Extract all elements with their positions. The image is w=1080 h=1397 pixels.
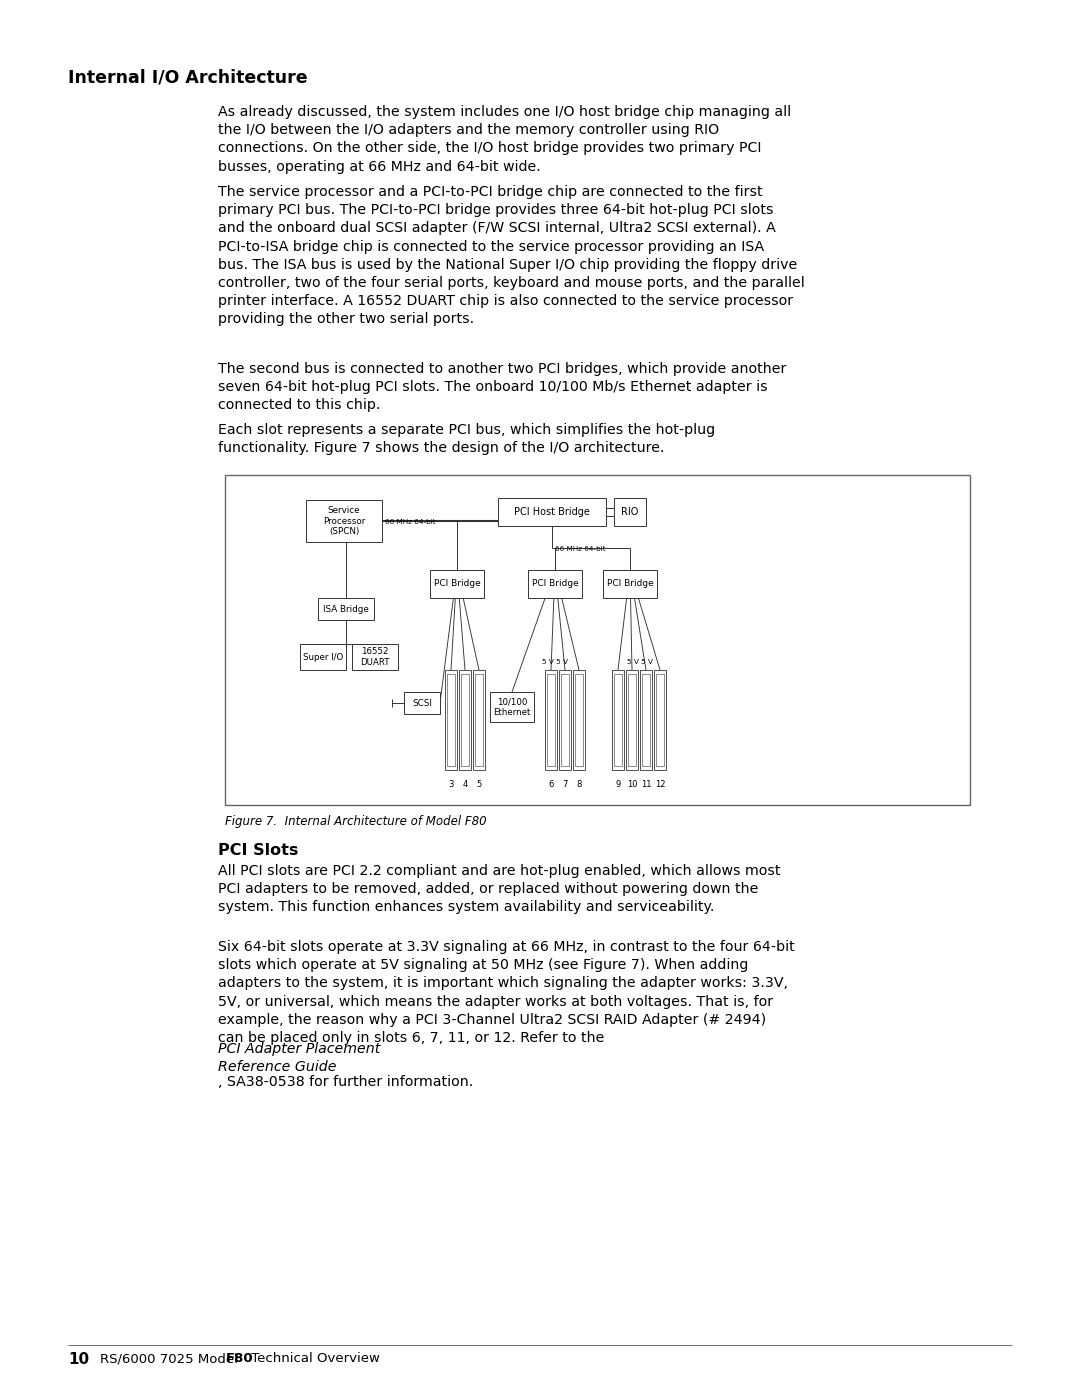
Text: PCI Bridge: PCI Bridge bbox=[531, 580, 579, 588]
Bar bbox=[627, 673, 636, 766]
Text: 11: 11 bbox=[640, 780, 651, 789]
Text: 3: 3 bbox=[448, 780, 454, 789]
Text: 10: 10 bbox=[68, 1352, 90, 1368]
Text: As already discussed, the system includes one I/O host bridge chip managing all
: As already discussed, the system include… bbox=[218, 105, 792, 173]
Text: Six 64-bit slots operate at 3.3V signaling at 66 MHz, in contrast to the four 64: Six 64-bit slots operate at 3.3V signali… bbox=[218, 940, 795, 1045]
Text: 4: 4 bbox=[462, 780, 468, 789]
Bar bbox=[461, 673, 469, 766]
Text: The service processor and a PCI-to-PCI bridge chip are connected to the first
pr: The service processor and a PCI-to-PCI b… bbox=[218, 184, 805, 327]
Text: 5 V 5 V: 5 V 5 V bbox=[627, 659, 653, 665]
Bar bbox=[656, 673, 664, 766]
Text: RS/6000 7025 Model: RS/6000 7025 Model bbox=[100, 1352, 246, 1365]
Bar bbox=[473, 671, 485, 770]
Text: The second bus is connected to another two PCI bridges, which provide another
se: The second bus is connected to another t… bbox=[218, 362, 786, 412]
Bar bbox=[642, 673, 650, 766]
Text: , SA38-0538 for further information.: , SA38-0538 for further information. bbox=[218, 1076, 473, 1090]
Bar bbox=[615, 497, 646, 527]
Bar bbox=[447, 673, 455, 766]
Text: PCI Bridge: PCI Bridge bbox=[434, 580, 481, 588]
Text: PCI Host Bridge: PCI Host Bridge bbox=[514, 507, 590, 517]
Text: Service
Processor
(SPCN): Service Processor (SPCN) bbox=[323, 506, 365, 536]
Bar bbox=[430, 570, 484, 598]
Bar bbox=[626, 671, 638, 770]
Text: 7: 7 bbox=[563, 780, 568, 789]
Text: SCSI: SCSI bbox=[413, 698, 432, 707]
Bar bbox=[306, 500, 382, 542]
Bar bbox=[225, 475, 970, 805]
Bar bbox=[612, 671, 624, 770]
Text: F80: F80 bbox=[226, 1352, 254, 1365]
Text: 9: 9 bbox=[616, 780, 621, 789]
Bar bbox=[459, 671, 471, 770]
Bar bbox=[559, 671, 571, 770]
Text: PCI Slots: PCI Slots bbox=[218, 842, 298, 858]
Bar bbox=[528, 570, 582, 598]
Bar bbox=[318, 598, 374, 620]
Bar bbox=[404, 692, 440, 714]
Bar bbox=[498, 497, 606, 527]
Bar bbox=[352, 644, 399, 671]
Text: 5 V 5 V: 5 V 5 V bbox=[542, 659, 568, 665]
Text: 16552
DUART: 16552 DUART bbox=[361, 647, 390, 666]
Bar bbox=[300, 644, 346, 671]
Bar bbox=[640, 671, 652, 770]
Bar bbox=[490, 692, 534, 722]
Bar bbox=[654, 671, 666, 770]
Text: 8: 8 bbox=[577, 780, 582, 789]
Text: Each slot represents a separate PCI bus, which simplifies the hot-plug
functiona: Each slot represents a separate PCI bus,… bbox=[218, 423, 715, 455]
Text: PCI Adapter Placement
Reference Guide: PCI Adapter Placement Reference Guide bbox=[218, 1042, 380, 1074]
Bar bbox=[603, 570, 657, 598]
Text: Internal I/O Architecture: Internal I/O Architecture bbox=[68, 68, 308, 87]
Text: 12: 12 bbox=[654, 780, 665, 789]
Bar bbox=[475, 673, 483, 766]
Text: PCI Bridge: PCI Bridge bbox=[607, 580, 653, 588]
Text: ISA Bridge: ISA Bridge bbox=[323, 605, 369, 613]
Text: 66 MHz 64-bit: 66 MHz 64-bit bbox=[384, 520, 435, 525]
Bar bbox=[445, 671, 457, 770]
Text: 10/100
Ethernet: 10/100 Ethernet bbox=[494, 697, 530, 717]
Text: 66 MHz 64-bit: 66 MHz 64-bit bbox=[555, 546, 606, 552]
Bar bbox=[545, 671, 557, 770]
Bar bbox=[615, 673, 622, 766]
Text: All PCI slots are PCI 2.2 compliant and are hot-plug enabled, which allows most
: All PCI slots are PCI 2.2 compliant and … bbox=[218, 863, 781, 915]
Text: Technical Overview: Technical Overview bbox=[247, 1352, 380, 1365]
Bar bbox=[546, 673, 555, 766]
Text: Figure 7.  Internal Architecture of Model F80: Figure 7. Internal Architecture of Model… bbox=[225, 814, 487, 828]
Text: RIO: RIO bbox=[621, 507, 638, 517]
Bar bbox=[561, 673, 569, 766]
Text: 5: 5 bbox=[476, 780, 482, 789]
Text: 10: 10 bbox=[626, 780, 637, 789]
Text: 6: 6 bbox=[549, 780, 554, 789]
Bar bbox=[575, 673, 583, 766]
Bar bbox=[573, 671, 585, 770]
Text: Super I/O: Super I/O bbox=[302, 652, 343, 662]
